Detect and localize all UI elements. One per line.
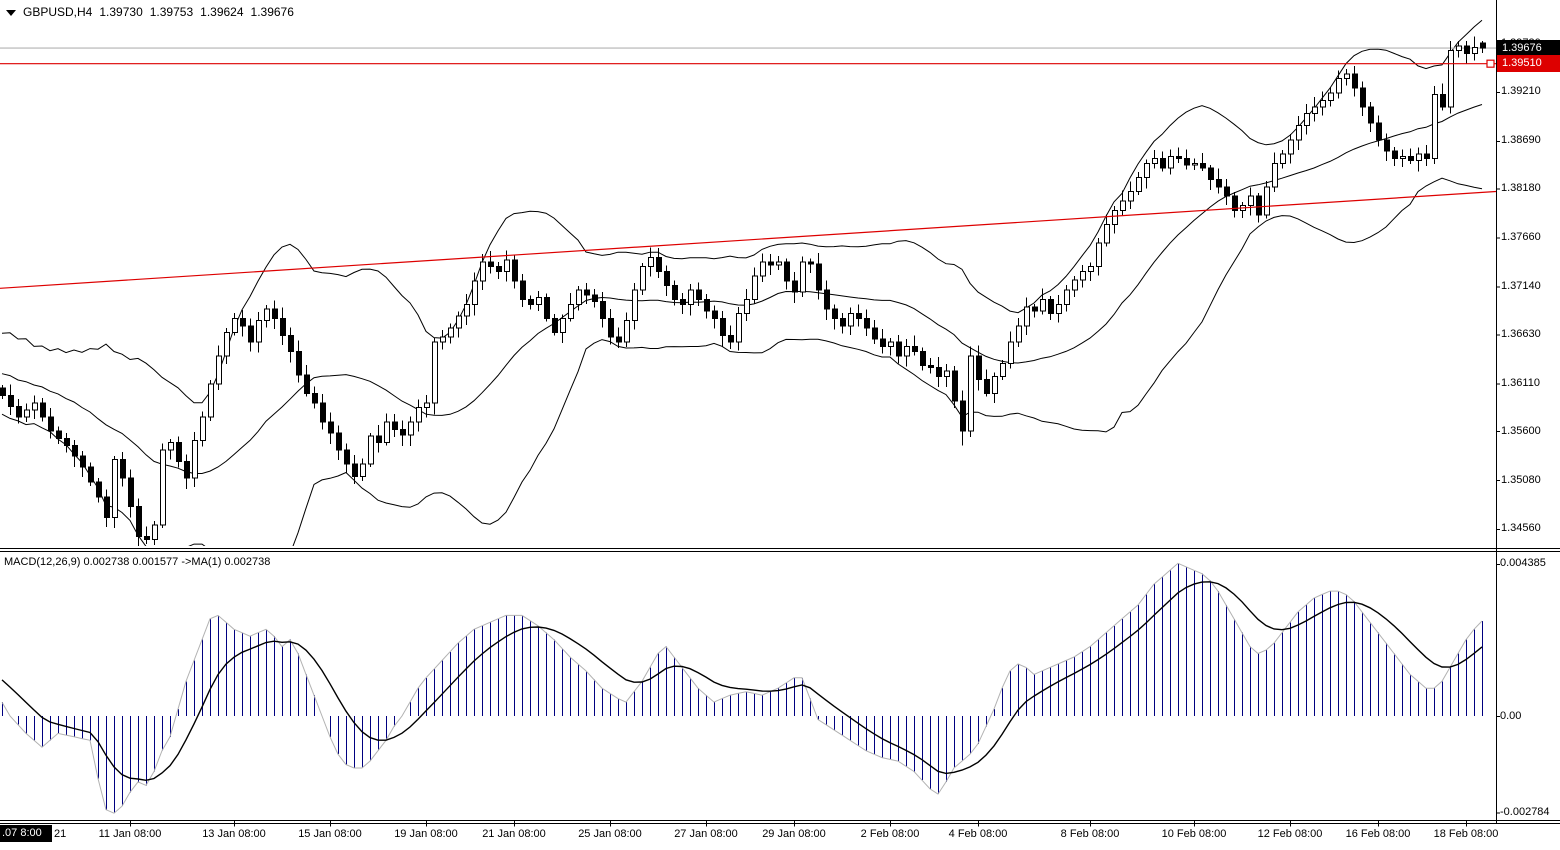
macd-pane[interactable]	[1, 562, 1483, 814]
ohlc-low-value: 1.39624	[200, 5, 244, 19]
main-price-pane[interactable]	[0, 19, 1496, 585]
time-tick-label: 11 Jan 08:00	[98, 828, 162, 840]
price-tick-label: 1.37660	[1501, 231, 1541, 244]
time-tick-label: 29 Jan 08:00	[762, 828, 826, 840]
price-tick-label: 1.36630	[1501, 327, 1541, 340]
time-tick-label: 18 Feb 08:00	[1433, 828, 1499, 840]
price-tick-label: 1.38180	[1501, 182, 1541, 195]
cursor-time-box: .07 8:00	[0, 825, 52, 842]
candlesticks	[0, 36, 1486, 546]
time-tick-label: 2 Feb 08:00	[860, 828, 920, 840]
axis-ticks	[130, 43, 1500, 827]
ohlc-close-value: 1.39676	[250, 5, 294, 19]
ohlc-high-value: 1.39753	[149, 5, 194, 19]
time-tick-label: 21 Jan 08:00	[482, 828, 546, 840]
indicator-label: MACD(12,26,9) 0.002738 0.001577 ->MA(1) …	[4, 556, 271, 568]
line-handle[interactable]	[1486, 59, 1495, 68]
price-tick-label: 1.35080	[1501, 473, 1541, 486]
time-tick-label: 19 Jan 08:00	[394, 828, 458, 840]
time-tick-label: 12 Feb 08:00	[1257, 828, 1323, 840]
ohlc-open-value: 1.39730	[99, 5, 143, 19]
cursor-time-suffix: 21	[54, 828, 67, 840]
time-tick-label: 10 Feb 08:00	[1161, 828, 1227, 840]
macd-envelope	[1, 562, 1483, 814]
price-tick-label: 1.35600	[1501, 424, 1541, 437]
macd-tick-label: -0.002784	[1500, 806, 1550, 819]
price-tick-label: 1.39210	[1501, 85, 1541, 98]
time-tick-label: 15 Jan 08:00	[298, 828, 362, 840]
horizontal-level-line[interactable]	[0, 59, 1496, 68]
price-tick-label: 1.38690	[1501, 134, 1541, 147]
time-tick-label: 16 Feb 08:00	[1345, 828, 1411, 840]
symbol-dropdown-icon[interactable]	[6, 10, 16, 16]
time-tick-label: 8 Feb 08:00	[1060, 828, 1120, 840]
price-level-box: 1.39510	[1497, 55, 1560, 72]
price-tick-label: 1.37140	[1501, 279, 1541, 292]
chart-symbol-info: GBPUSD,H4 1.39730 1.39753 1.39624 1.39676	[6, 5, 301, 19]
trendline[interactable]	[0, 190, 1496, 289]
time-tick-label: 27 Jan 08:00	[674, 828, 738, 840]
macd-tick-label: 0.004385	[1500, 557, 1546, 570]
panel-borders	[0, 0, 1560, 824]
macd-signal-line	[1, 581, 1483, 782]
price-tick-label: 1.34560	[1501, 522, 1541, 535]
current-price-box: 1.39676	[1497, 40, 1560, 57]
time-tick-label: 25 Jan 08:00	[578, 828, 642, 840]
time-tick-label: 4 Feb 08:00	[948, 828, 1008, 840]
symbol-period-label: GBPUSD,H4	[23, 5, 93, 19]
bollinger-bands	[1, 19, 1483, 546]
macd-tick-label: 0.00	[1500, 709, 1522, 722]
price-tick-label: 1.36110	[1501, 376, 1540, 389]
time-tick-label: 13 Jan 08:00	[202, 828, 266, 840]
